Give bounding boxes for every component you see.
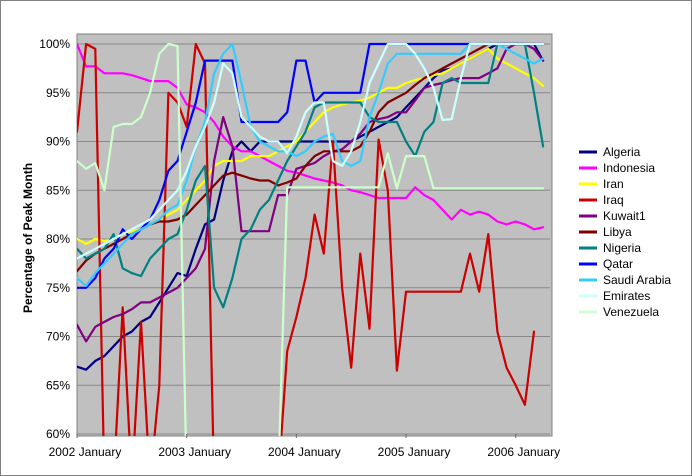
- legend-label-venezuela: Venezuela: [603, 305, 659, 319]
- x-tick-label: 2005 January: [378, 445, 451, 459]
- y-tick-label: 100%: [39, 37, 70, 51]
- legend-label-emirates: Emirates: [603, 289, 650, 303]
- y-axis-ticks: 60% 65% 70% 75% 80% 85% 90% 95% 100%: [39, 37, 70, 441]
- legend-label-iran: Iran: [603, 177, 624, 191]
- legend: Algeria Indonesia Iran Iraq Kuwait1 Libya Nige…: [579, 145, 671, 319]
- series-lines: [77, 42, 545, 436]
- y-tick-label: 95%: [46, 86, 70, 100]
- y-tick-label: 65%: [46, 378, 70, 392]
- y-tick-label: 90%: [46, 135, 70, 149]
- series-line-iraq: [77, 42, 536, 436]
- x-tick-label: 2002 January: [49, 445, 122, 459]
- series-line-qatar: [77, 42, 545, 289]
- legend-label-saudi-arabia: Saudi Arabia: [603, 273, 671, 287]
- legend-label-indonesia: Indonesia: [603, 161, 655, 175]
- y-axis-label: Percentage of Peak Month: [21, 163, 35, 313]
- legend-label-nigeria: Nigeria: [603, 241, 641, 255]
- x-axis-ticks: 2002 January 2003 January 2004 January 2005…: [49, 434, 560, 459]
- legend-label-iraq: Iraq: [603, 193, 624, 207]
- series-line-emirates: [77, 42, 545, 260]
- plot-area: [76, 33, 553, 437]
- series-line-kuwait1: [77, 42, 545, 343]
- series-line-venezuela: [77, 42, 545, 436]
- x-tick-label: 2003 January: [158, 445, 231, 459]
- y-tick-label: 85%: [46, 183, 70, 197]
- y-tick-label: 70%: [46, 330, 70, 344]
- series-line-nigeria: [77, 42, 545, 309]
- legend-label-libya: Libya: [603, 225, 632, 239]
- y-tick-label: 75%: [46, 281, 70, 295]
- series-line-saudi-arabia: [77, 42, 545, 287]
- legend-label-kuwait1: Kuwait1: [603, 209, 646, 223]
- y-tick-label: 80%: [46, 232, 70, 246]
- legend-label-algeria: Algeria: [603, 145, 641, 159]
- x-tick-label: 2006 January: [487, 445, 560, 459]
- x-tick-label: 2004 January: [268, 445, 341, 459]
- y-tick-label: 60%: [46, 427, 70, 441]
- series-line-indonesia: [77, 42, 545, 231]
- legend-label-qatar: Qatar: [603, 257, 633, 271]
